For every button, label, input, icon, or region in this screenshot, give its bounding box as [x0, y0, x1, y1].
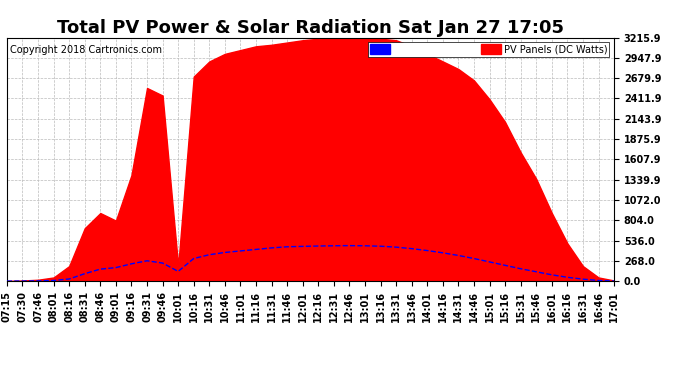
Text: Copyright 2018 Cartronics.com: Copyright 2018 Cartronics.com [10, 45, 162, 55]
Legend: Radiation (W/m2), PV Panels (DC Watts): Radiation (W/m2), PV Panels (DC Watts) [368, 42, 609, 57]
Title: Total PV Power & Solar Radiation Sat Jan 27 17:05: Total PV Power & Solar Radiation Sat Jan… [57, 20, 564, 38]
